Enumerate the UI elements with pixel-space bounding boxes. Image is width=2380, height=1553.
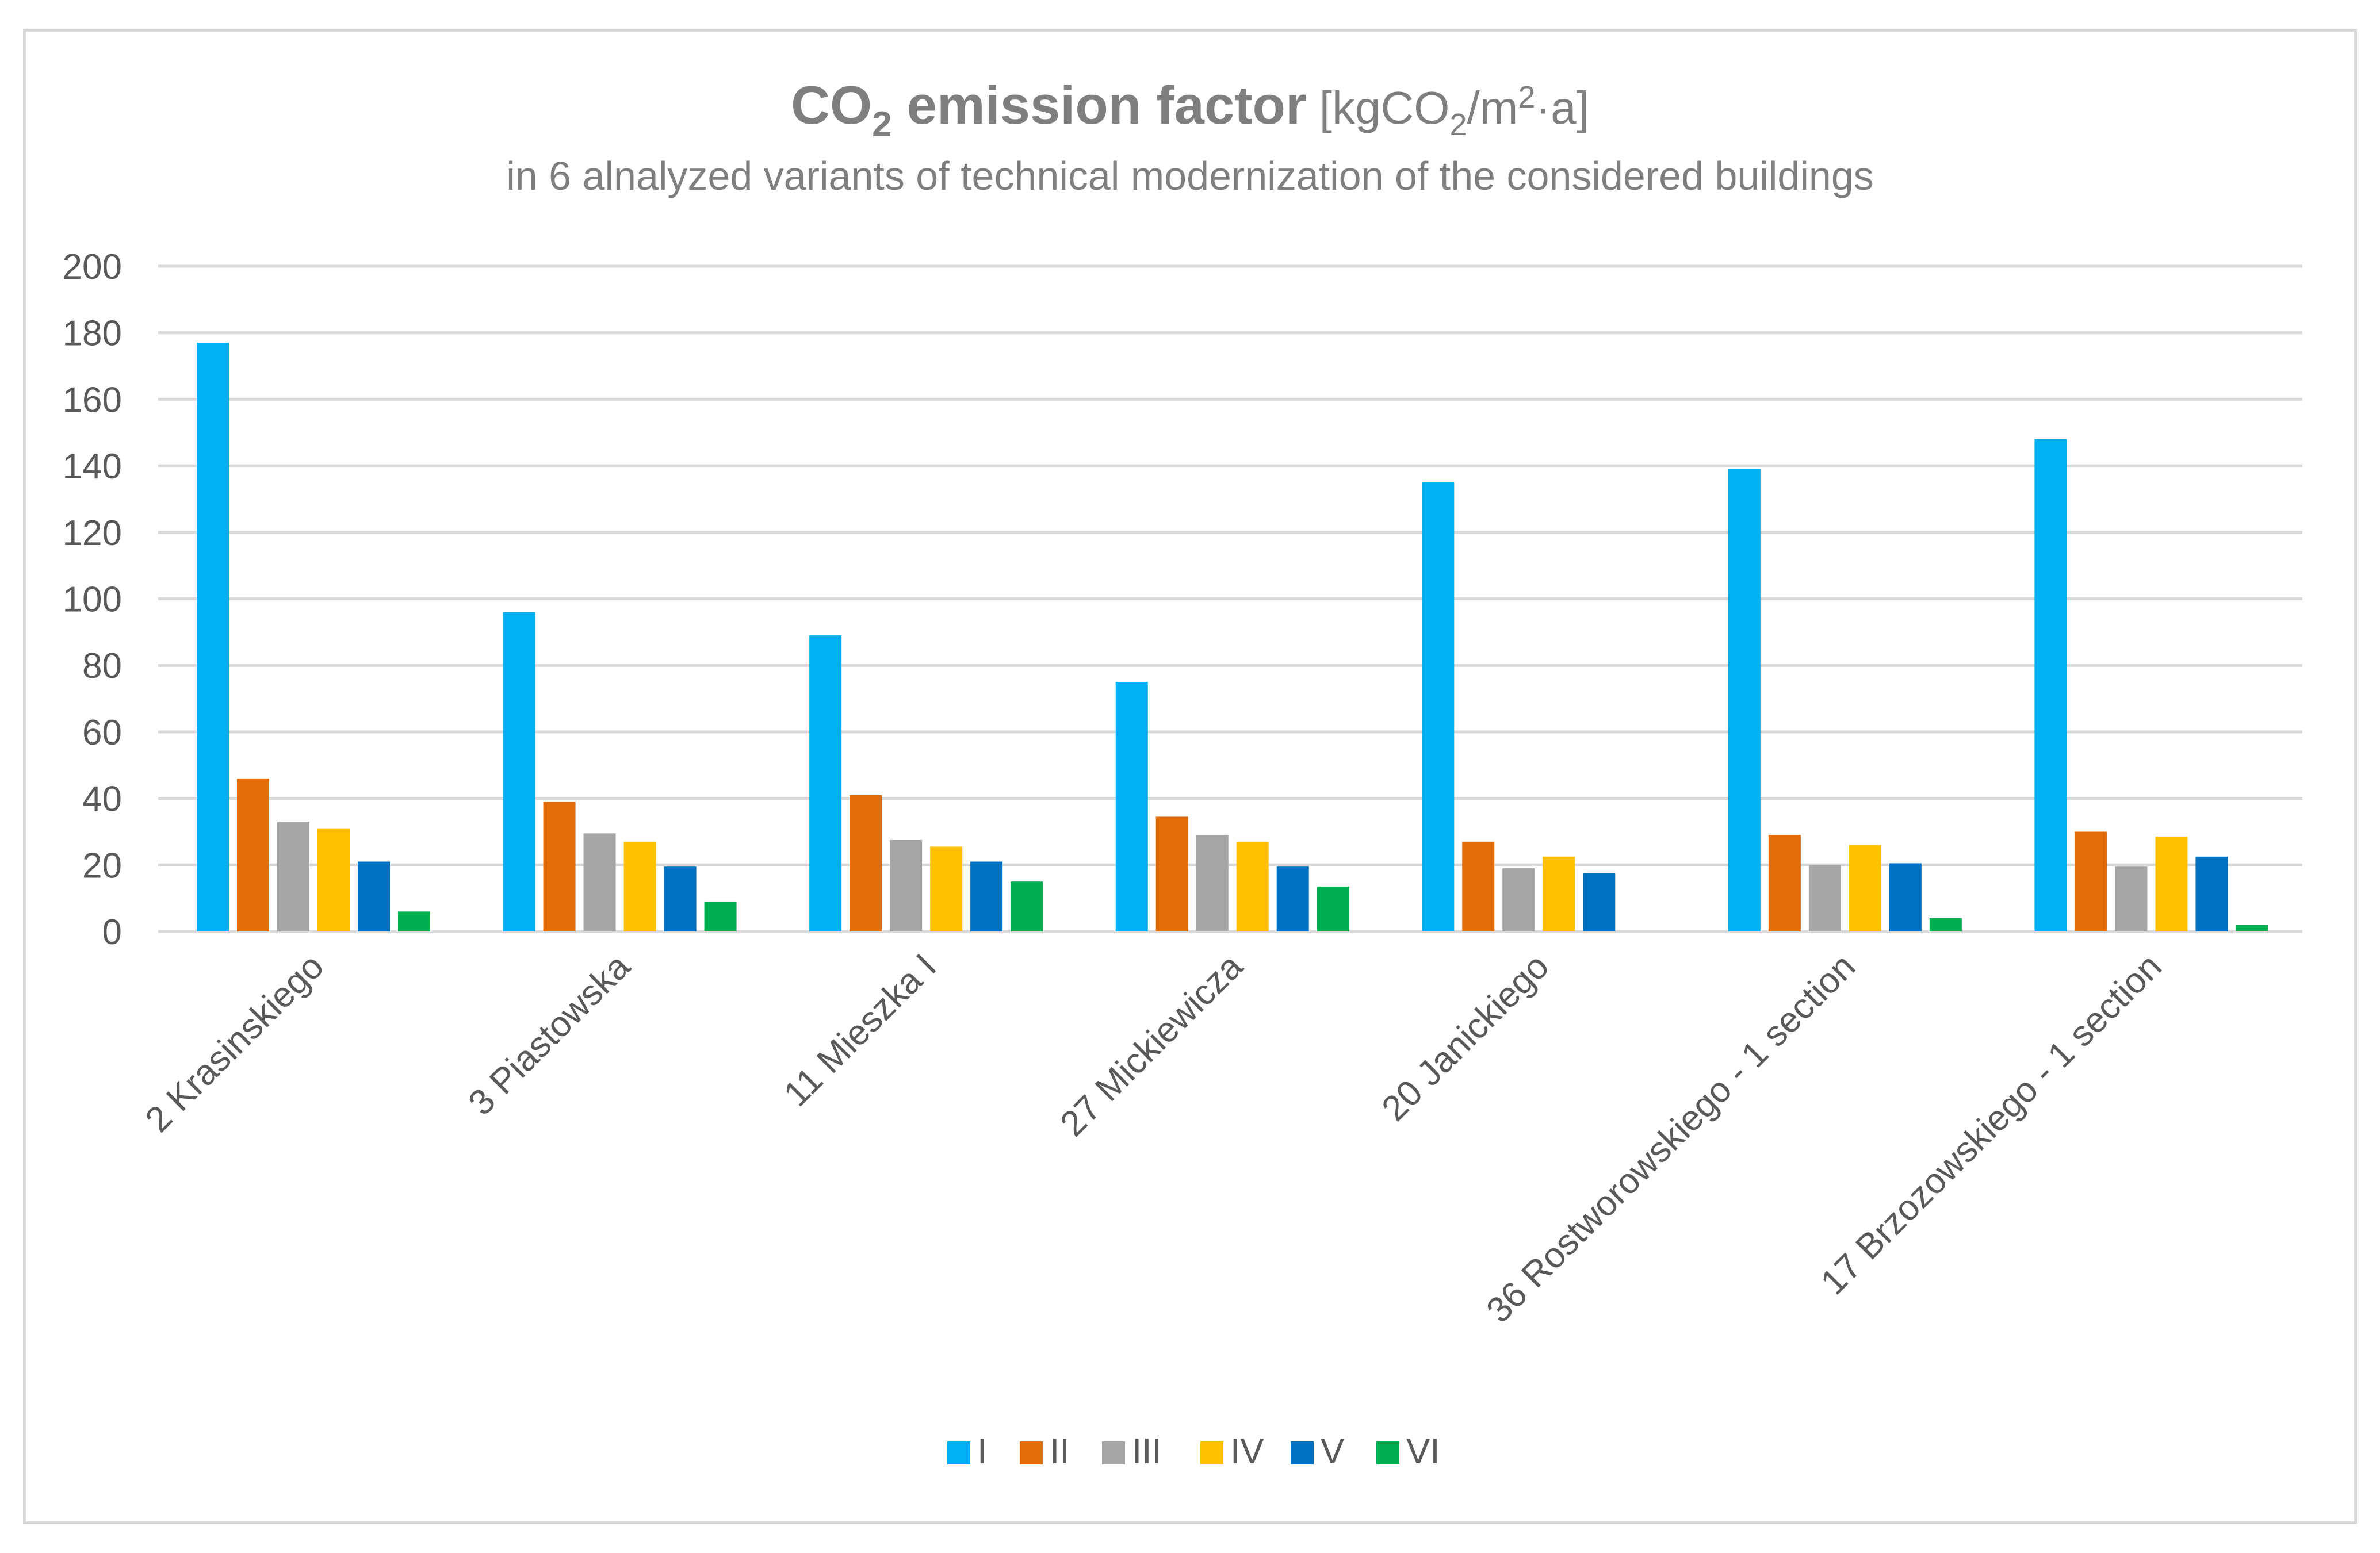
y-tick-label: 120	[63, 513, 122, 553]
bar-ii-4	[1155, 816, 1188, 931]
legend-swatch-vi	[1376, 1441, 1399, 1464]
chart-subtitle: in 6 alnalyzed variants of technical mod…	[506, 154, 1874, 198]
chart-frame	[23, 29, 2357, 1524]
bar-i-2	[503, 612, 535, 931]
legend: I II III IV V VI	[947, 1432, 1440, 1471]
category-label: 36 Rostworowskiego - 1 section	[1479, 946, 1863, 1330]
bar-v-6	[1889, 863, 1922, 931]
bar-ii-6	[1768, 835, 1801, 931]
bar-v-1	[358, 861, 390, 931]
y-tick-label: 140	[63, 447, 122, 486]
legend-label-v: V	[1321, 1432, 1345, 1471]
category-label: 20 Janickiego	[1375, 946, 1557, 1129]
bar-iv-3	[930, 846, 963, 931]
bar-iii-5	[1502, 868, 1535, 931]
bar-iv-1	[317, 828, 350, 931]
bar-i-7	[2034, 439, 2067, 931]
bar-v-4	[1276, 866, 1309, 931]
bars	[197, 343, 2268, 931]
bar-iii-2	[583, 833, 616, 931]
bar-vi-3	[1011, 881, 1043, 931]
category-label: 27 Mickiewicza	[1053, 946, 1250, 1144]
bar-ii-3	[850, 795, 882, 931]
bar-i-5	[1422, 482, 1455, 931]
y-tick-label: 180	[63, 314, 122, 354]
legend-label-ii: II	[1050, 1432, 1069, 1471]
bar-iv-7	[2155, 837, 2188, 931]
bar-vi-6	[1929, 918, 1962, 931]
y-axis-ticks: 0 20 40 60 80 100 120 140 160 180 200	[63, 247, 122, 952]
legend-swatch-iv	[1200, 1441, 1223, 1464]
bar-iii-6	[1808, 865, 1841, 931]
bar-ii-2	[543, 802, 576, 931]
bar-i-3	[809, 635, 842, 931]
y-tick-label: 0	[102, 912, 122, 952]
chart-title: CO2 emission factor [kgCO2/m2·a] in 6 al…	[506, 75, 1874, 198]
legend-label-iii: III	[1132, 1432, 1162, 1471]
bar-i-6	[1728, 469, 1761, 931]
legend-label-iv: IV	[1230, 1432, 1264, 1471]
bar-iii-3	[890, 839, 923, 931]
y-tick-label: 100	[63, 580, 122, 620]
y-tick-label: 80	[82, 646, 122, 686]
bar-vi-2	[704, 901, 737, 931]
bar-ii-5	[1462, 841, 1495, 931]
legend-swatch-iii	[1102, 1441, 1125, 1464]
y-tick-label: 160	[63, 380, 122, 420]
legend-swatch-i	[947, 1441, 970, 1464]
y-tick-label: 20	[82, 846, 122, 885]
legend-label-vi: VI	[1406, 1432, 1440, 1471]
category-label: 3 Piastowska	[461, 946, 638, 1123]
bar-iv-5	[1543, 856, 1575, 931]
legend-label-i: I	[977, 1432, 987, 1471]
bar-i-4	[1115, 682, 1148, 931]
bar-vi-7	[2236, 925, 2268, 931]
bar-vi-1	[398, 911, 430, 931]
category-label: 17 Brzozowskiego - 1 section	[1813, 946, 2169, 1302]
x-axis-categories: 2 Krasinskiego 3 Piastowska 11 Mieszka I 27…	[138, 946, 2169, 1330]
gridlines	[158, 264, 2302, 933]
bar-v-5	[1583, 873, 1616, 931]
bar-iv-2	[623, 841, 656, 931]
legend-swatch-ii	[1020, 1441, 1043, 1464]
legend-swatch-v	[1291, 1441, 1314, 1464]
bar-iv-6	[1849, 845, 1881, 931]
bar-v-2	[664, 866, 697, 931]
bar-iii-1	[277, 822, 309, 931]
bar-v-3	[970, 861, 1003, 931]
bar-vi-4	[1317, 886, 1349, 931]
bar-ii-1	[237, 778, 269, 931]
y-tick-label: 40	[82, 780, 122, 819]
bar-iii-7	[2115, 866, 2148, 931]
bar-v-7	[2195, 856, 2228, 931]
bar-iii-4	[1196, 835, 1229, 931]
category-label: 2 Krasinskiego	[138, 946, 331, 1140]
category-label: 11 Mieszka I	[776, 946, 944, 1114]
y-tick-label: 60	[82, 713, 122, 753]
chart-title-text: CO2 emission factor [kgCO2/m2·a]	[791, 75, 1589, 144]
bar-ii-7	[2075, 831, 2107, 931]
bar-i-1	[197, 343, 229, 931]
bar-iv-4	[1236, 841, 1269, 931]
y-tick-label: 200	[63, 247, 122, 287]
